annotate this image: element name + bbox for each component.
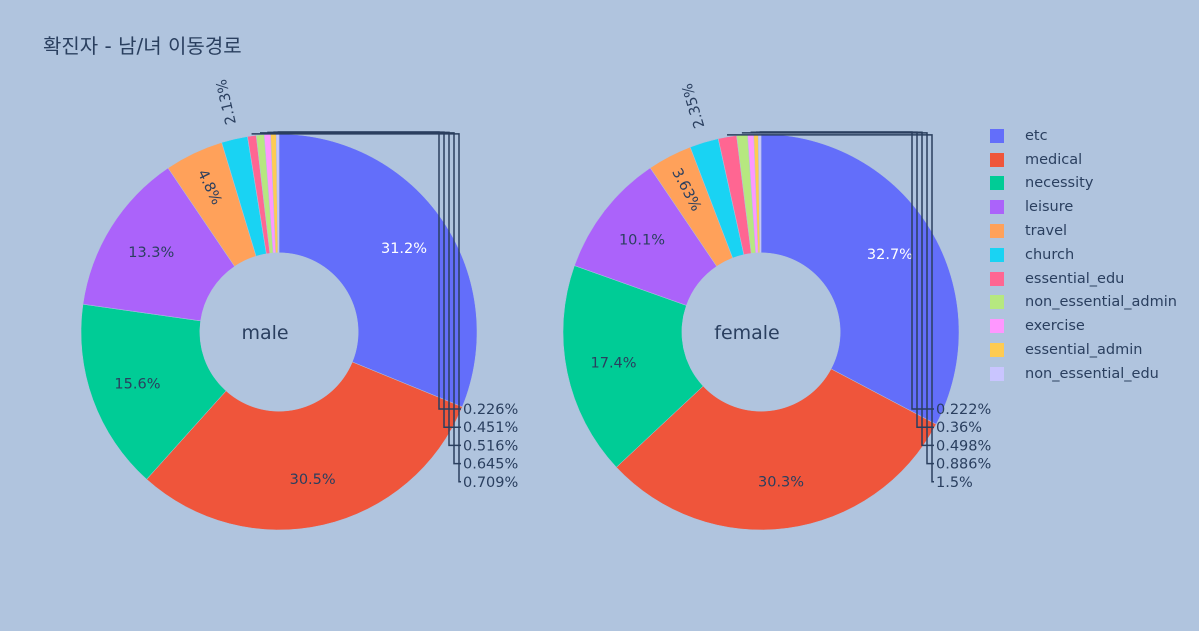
- callout-label: 0.886%: [936, 457, 991, 473]
- legend-item-church[interactable]: church: [990, 243, 1177, 267]
- legend: etc medical necessity leisure travel church es…: [990, 124, 1177, 386]
- callout-label: 1.5%: [936, 475, 973, 491]
- callout-line: [727, 134, 934, 483]
- slice-label: 30.5%: [290, 472, 336, 488]
- callout-line: [259, 132, 461, 465]
- legend-swatch: [990, 200, 1004, 215]
- pie-male: male31.2%30.5%15.6%13.3%4.8%2.13%0.226%0…: [80, 78, 518, 531]
- legend-label: leisure: [1025, 199, 1074, 216]
- callout-label: 0.498%: [936, 438, 991, 454]
- slice-label: 2.35%: [680, 81, 709, 130]
- callout-label: 0.226%: [463, 402, 518, 418]
- legend-label: essential_edu: [1025, 270, 1125, 287]
- legend-label: travel: [1025, 223, 1068, 240]
- slice-non_essential_edu[interactable]: [757, 133, 762, 254]
- legend-swatch: [990, 176, 1004, 191]
- callout-label: 0.222%: [936, 402, 991, 418]
- legend-item-essential_edu[interactable]: essential_edu: [990, 267, 1177, 291]
- slice-label: 2.13%: [214, 78, 240, 126]
- slice-label: 32.7%: [867, 247, 913, 263]
- legend-label: non_essential_admin: [1025, 294, 1177, 311]
- legend-item-travel[interactable]: travel: [990, 219, 1177, 243]
- legend-item-necessity[interactable]: necessity: [990, 172, 1177, 196]
- legend-swatch: [990, 152, 1004, 167]
- callout-line: [251, 133, 461, 483]
- slice-medical[interactable]: [616, 368, 937, 531]
- pie-female: female32.7%30.3%17.4%10.1%3.63%2.35%0.22…: [562, 81, 991, 531]
- slice-label: 13.3%: [128, 245, 174, 261]
- slice-etc[interactable]: [760, 133, 960, 425]
- legend-swatch: [990, 295, 1004, 310]
- legend-item-medical[interactable]: medical: [990, 148, 1177, 172]
- legend-swatch: [990, 271, 1004, 286]
- legend-item-non_essential_admin[interactable]: non_essential_admin: [990, 291, 1177, 315]
- callout-label: 0.709%: [463, 475, 518, 491]
- legend-swatch: [990, 224, 1004, 239]
- callout-line: [741, 132, 934, 465]
- legend-item-exercise[interactable]: exercise: [990, 314, 1177, 338]
- slice-label: 31.2%: [381, 241, 427, 257]
- legend-item-leisure[interactable]: leisure: [990, 195, 1177, 219]
- slice-medical[interactable]: [146, 361, 463, 531]
- legend-swatch: [990, 319, 1004, 334]
- legend-label: non_essential_edu: [1025, 365, 1159, 382]
- slice-label: 10.1%: [619, 233, 665, 249]
- callout-label: 0.645%: [463, 457, 518, 473]
- slice-label: 30.3%: [758, 474, 804, 490]
- center-label: female: [714, 322, 780, 344]
- slice-label: 15.6%: [114, 376, 160, 392]
- callout-label: 0.516%: [463, 438, 518, 454]
- slice-necessity[interactable]: [562, 265, 704, 468]
- callout-label: 0.36%: [936, 420, 982, 436]
- chart-title: 확진자 - 남/녀 이동경로: [43, 34, 242, 58]
- legend-label: church: [1025, 246, 1075, 263]
- legend-swatch: [990, 128, 1004, 143]
- slice-leisure[interactable]: [82, 167, 235, 322]
- legend-label: essential_admin: [1025, 342, 1143, 359]
- legend-swatch: [990, 343, 1004, 358]
- legend-label: necessity: [1025, 175, 1094, 192]
- slice-label: 17.4%: [591, 356, 637, 372]
- legend-label: medical: [1025, 151, 1083, 168]
- callout-label: 0.451%: [463, 420, 518, 436]
- legend-label: exercise: [1025, 318, 1085, 335]
- legend-label: etc: [1025, 127, 1048, 144]
- slice-necessity[interactable]: [80, 303, 227, 480]
- legend-item-essential_admin[interactable]: essential_admin: [990, 338, 1177, 362]
- legend-swatch: [990, 247, 1004, 262]
- legend-item-etc[interactable]: etc: [990, 124, 1177, 148]
- legend-swatch: [990, 366, 1004, 381]
- slice-etc[interactable]: [278, 133, 478, 408]
- center-label: male: [241, 322, 288, 344]
- legend-item-non_essential_edu[interactable]: non_essential_edu: [990, 362, 1177, 386]
